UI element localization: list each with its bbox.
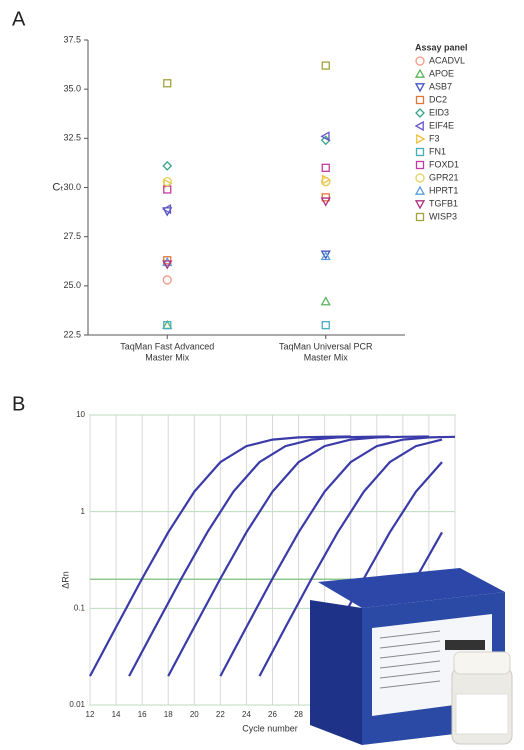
marker bbox=[162, 275, 172, 285]
marker bbox=[415, 56, 425, 66]
marker bbox=[320, 250, 331, 261]
legend-title: Assay panel bbox=[415, 42, 468, 52]
marker bbox=[321, 163, 330, 172]
legend-label: HPRT1 bbox=[429, 185, 458, 195]
x-axis-label: Cycle number bbox=[242, 723, 298, 733]
marker bbox=[321, 61, 330, 70]
marker bbox=[415, 108, 425, 118]
marker bbox=[162, 256, 173, 267]
bottle-label bbox=[455, 693, 509, 735]
legend-label: FOXD1 bbox=[429, 159, 459, 169]
y-axis-label: Cₜ bbox=[52, 181, 63, 193]
y-tick-label: 25.0 bbox=[63, 280, 81, 290]
y-tick-label: 22.5 bbox=[63, 329, 81, 339]
y-tick-label: 27.5 bbox=[63, 231, 81, 241]
marker bbox=[414, 68, 426, 78]
x-tick-label: Master Mix bbox=[304, 352, 349, 362]
curve bbox=[128, 435, 390, 677]
x-tick-label: 14 bbox=[112, 710, 121, 719]
marker bbox=[163, 256, 172, 265]
y-tick-label: 0.1 bbox=[74, 603, 86, 612]
marker bbox=[321, 176, 331, 187]
x-tick-label: 22 bbox=[216, 710, 225, 719]
label-line bbox=[379, 630, 441, 639]
curve bbox=[258, 438, 443, 677]
marker bbox=[415, 95, 425, 105]
legend-label: FN1 bbox=[429, 146, 446, 156]
legend-label: ACADVL bbox=[429, 55, 465, 65]
panel-label: A bbox=[12, 8, 26, 30]
marker bbox=[163, 321, 172, 330]
marker bbox=[320, 131, 330, 142]
legend-label: TGFB1 bbox=[429, 198, 458, 208]
x-tick-label: 28 bbox=[294, 710, 303, 719]
y-tick-label: 35.0 bbox=[63, 84, 81, 94]
label-line bbox=[379, 640, 441, 649]
x-tick-label: 26 bbox=[268, 710, 277, 719]
barcode bbox=[445, 640, 485, 650]
label-line bbox=[379, 680, 441, 689]
x-tick-label: 12 bbox=[86, 710, 95, 719]
marker bbox=[321, 193, 330, 202]
legend-label: F3 bbox=[429, 133, 440, 143]
legend-label: EIF4E bbox=[429, 120, 454, 130]
x-tick-label: 16 bbox=[138, 710, 147, 719]
x-tick-label: 24 bbox=[242, 710, 251, 719]
marker bbox=[415, 212, 425, 222]
y-tick-label: 10 bbox=[76, 410, 85, 419]
panel-label: B bbox=[12, 393, 25, 415]
y-tick-label: 0.01 bbox=[69, 700, 85, 709]
box-top bbox=[318, 568, 505, 608]
marker bbox=[163, 79, 172, 88]
marker bbox=[414, 185, 426, 195]
marker bbox=[415, 147, 425, 157]
legend-label: WISP3 bbox=[429, 211, 457, 221]
y-axis-label: ΔRn bbox=[60, 571, 70, 589]
marker bbox=[414, 83, 426, 93]
x-tick-label: 18 bbox=[164, 710, 173, 719]
product-photo bbox=[310, 568, 513, 745]
label-line bbox=[379, 670, 441, 679]
y-tick-label: 30.0 bbox=[63, 182, 81, 192]
marker bbox=[414, 200, 426, 210]
y-tick-label: 32.5 bbox=[63, 133, 81, 143]
marker bbox=[161, 204, 172, 215]
legend-label: GPR21 bbox=[429, 172, 459, 182]
marker bbox=[162, 176, 172, 187]
marker bbox=[320, 197, 331, 207]
x-tick-label: TaqMan Fast Advanced bbox=[120, 341, 214, 351]
x-tick-label: TaqMan Universal PCR bbox=[279, 341, 373, 351]
marker bbox=[162, 260, 173, 270]
y-tick-label: 1 bbox=[81, 507, 86, 516]
x-tick-label: 20 bbox=[190, 710, 199, 719]
label-line bbox=[379, 660, 441, 669]
marker bbox=[162, 160, 173, 171]
marker bbox=[414, 120, 424, 132]
legend-label: DC2 bbox=[429, 94, 447, 104]
legend-label: APOE bbox=[429, 68, 454, 78]
legend-label: ASB7 bbox=[429, 81, 452, 91]
label-line bbox=[379, 650, 441, 659]
marker bbox=[162, 207, 173, 217]
marker bbox=[320, 296, 331, 306]
x-tick-label: Master Mix bbox=[145, 352, 190, 362]
marker bbox=[415, 160, 425, 170]
curve bbox=[219, 435, 456, 677]
bottle-cap bbox=[453, 651, 511, 675]
box-front bbox=[310, 600, 362, 745]
marker bbox=[321, 321, 330, 330]
curve bbox=[89, 435, 351, 677]
marker bbox=[415, 173, 425, 183]
y-tick-label: 37.5 bbox=[63, 34, 81, 44]
legend-label: EID3 bbox=[429, 107, 449, 117]
curve bbox=[167, 435, 429, 677]
marker bbox=[416, 133, 426, 145]
